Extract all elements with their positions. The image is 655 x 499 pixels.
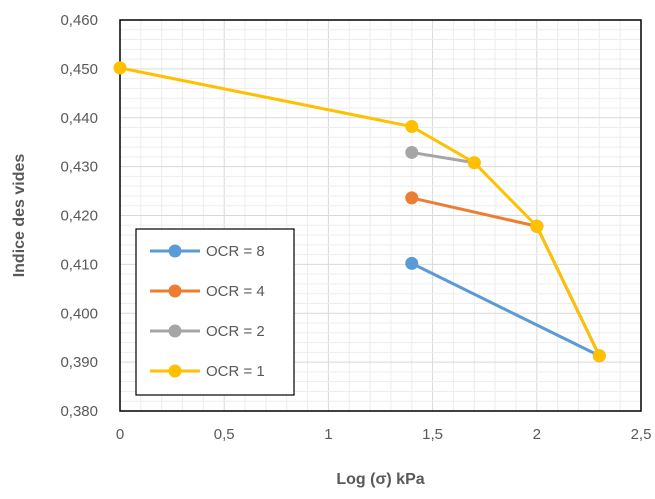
x-tick-label: 1 bbox=[324, 426, 332, 443]
y-tick-label: 0,410 bbox=[60, 256, 98, 273]
legend-marker bbox=[168, 244, 182, 258]
y-tick-label: 0,460 bbox=[60, 12, 98, 29]
legend-label: OCR = 8 bbox=[206, 243, 265, 260]
data-point bbox=[467, 156, 481, 170]
y-tick-label: 0,390 bbox=[60, 354, 98, 371]
x-axis-title: Log (σ) kPa bbox=[336, 471, 424, 488]
data-point bbox=[405, 120, 419, 134]
y-tick-label: 0,420 bbox=[60, 208, 98, 225]
legend-label: OCR = 2 bbox=[206, 323, 265, 340]
legend-label: OCR = 4 bbox=[206, 283, 265, 300]
y-tick-label: 0,400 bbox=[60, 305, 98, 322]
data-point bbox=[113, 61, 127, 75]
x-tick-label: 0,5 bbox=[214, 426, 235, 443]
legend-box bbox=[135, 228, 295, 396]
legend-item: OCR = 1 bbox=[150, 363, 265, 380]
y-tick-label: 0,380 bbox=[60, 403, 98, 420]
x-tick-label: 0 bbox=[116, 426, 124, 443]
legend-marker bbox=[168, 284, 182, 298]
y-tick-label: 0,440 bbox=[60, 110, 98, 127]
data-point bbox=[592, 349, 606, 363]
data-point bbox=[405, 256, 419, 270]
tick-labels: 0 0,5 1 1,5 2 2,5 0,380 0,390 0,400 0,410 0,420 0,4… bbox=[60, 12, 651, 443]
legend-item: OCR = 2 bbox=[150, 323, 265, 340]
series-line bbox=[411, 150, 475, 165]
series-ocr-1 bbox=[113, 61, 606, 363]
series-line bbox=[411, 196, 538, 228]
series-layer bbox=[113, 61, 606, 363]
legend-label: OCR = 1 bbox=[206, 363, 265, 380]
legend-marker bbox=[168, 364, 182, 378]
data-point bbox=[405, 145, 419, 159]
y-tick-label: 0,430 bbox=[60, 159, 98, 176]
x-tick-label: 1,5 bbox=[422, 426, 443, 443]
legend-marker bbox=[168, 324, 182, 338]
series-ocr-8 bbox=[405, 219, 606, 363]
data-point bbox=[530, 219, 544, 233]
data-point bbox=[405, 191, 419, 205]
x-tick-label: 2 bbox=[533, 426, 541, 443]
plot-area-border bbox=[119, 19, 642, 412]
y-axis-title: Indice des vides bbox=[11, 154, 28, 278]
y-tick-label: 0,450 bbox=[60, 61, 98, 78]
x-tick-label: 2,5 bbox=[631, 426, 652, 443]
legend-item: OCR = 8 bbox=[150, 243, 265, 260]
series-line bbox=[411, 225, 601, 358]
legend: OCR = 8 OCR = 4 OCR = 2 OCR = 1 bbox=[135, 228, 295, 396]
legend-item: OCR = 4 bbox=[150, 283, 265, 300]
